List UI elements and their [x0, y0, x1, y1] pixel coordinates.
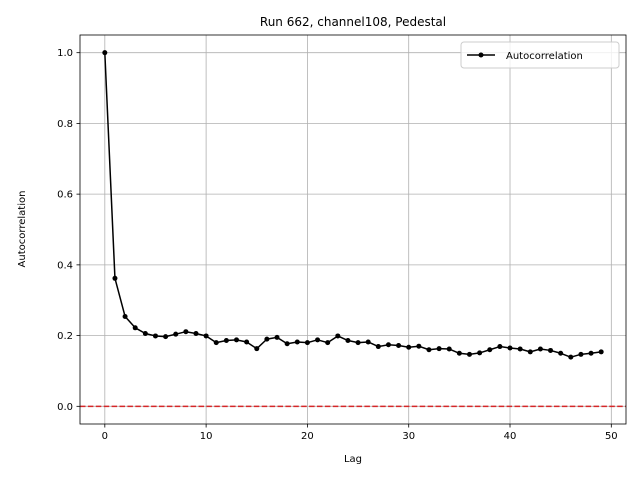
data-point: [132, 325, 138, 331]
data-point: [254, 346, 260, 352]
data-point: [527, 349, 533, 355]
data-point: [152, 333, 158, 339]
data-point: [274, 334, 280, 340]
data-point: [558, 350, 564, 356]
plot-area: [80, 35, 626, 424]
y-tick-label: 0.4: [57, 260, 73, 271]
data-point: [477, 350, 483, 356]
data-point: [142, 330, 148, 336]
y-tick-label: 0.8: [57, 119, 73, 130]
data-point: [578, 351, 584, 357]
data-point: [548, 347, 554, 353]
legend-marker-sample: [478, 52, 484, 58]
data-point: [234, 337, 240, 343]
data-point: [436, 346, 442, 352]
legend: Autocorrelation: [460, 41, 620, 69]
x-tick-label: 30: [402, 431, 415, 442]
data-point: [355, 340, 361, 346]
legend-label: Autocorrelation: [506, 51, 583, 62]
y-tick-label: 0.6: [57, 190, 73, 201]
data-point: [537, 346, 543, 352]
legend-box: [460, 41, 620, 69]
data-point: [598, 349, 604, 355]
data-point: [264, 336, 270, 342]
y-tick-label: 0.0: [57, 402, 73, 413]
x-tick-label: 10: [200, 431, 213, 442]
data-point: [304, 340, 310, 346]
y-tick-label: 1.0: [57, 48, 73, 59]
plot-frame: [79, 34, 627, 425]
y-axis-ticks: 0.0 0.2 0.4 0.6 0.8 1.0: [57, 48, 80, 413]
x-tick-label: 40: [504, 431, 517, 442]
x-tick-label: 50: [605, 431, 618, 442]
data-point: [396, 342, 402, 348]
y-tick-label: 0.2: [57, 331, 73, 342]
data-point: [284, 341, 290, 347]
chart-title: Run 662, channel108, Pedestal: [260, 15, 446, 29]
data-point: [416, 343, 422, 349]
data-point: [102, 50, 108, 56]
data-point: [446, 346, 452, 352]
y-axis-label: Autocorrelation: [17, 191, 28, 268]
x-tick-label: 20: [301, 431, 314, 442]
data-point: [507, 345, 513, 351]
data-point: [406, 344, 412, 350]
data-point: [456, 350, 462, 356]
data-point: [426, 347, 432, 353]
data-point: [183, 329, 189, 335]
data-point: [193, 330, 199, 336]
data-point: [345, 338, 351, 344]
data-point: [325, 340, 331, 346]
x-axis-label: Lag: [344, 454, 362, 465]
series-layer: [102, 50, 604, 360]
x-axis-ticks: 0 10 20 30 40 50: [102, 424, 618, 442]
data-point: [173, 331, 179, 337]
data-point: [112, 275, 118, 281]
data-point: [385, 342, 391, 348]
data-point: [203, 333, 209, 339]
data-point: [335, 333, 341, 339]
data-point: [163, 334, 169, 340]
data-point: [497, 344, 503, 350]
data-point: [365, 339, 371, 345]
data-point: [466, 351, 472, 357]
data-point: [568, 354, 574, 360]
data-point: [588, 350, 594, 356]
data-point: [122, 313, 128, 319]
data-point: [223, 338, 229, 344]
data-point: [315, 337, 321, 343]
data-point: [213, 340, 219, 346]
data-point: [294, 339, 300, 345]
data-point: [244, 339, 250, 345]
data-point: [487, 347, 493, 353]
x-tick-label: 0: [102, 431, 108, 442]
data-point: [517, 346, 523, 352]
data-point: [375, 344, 381, 350]
